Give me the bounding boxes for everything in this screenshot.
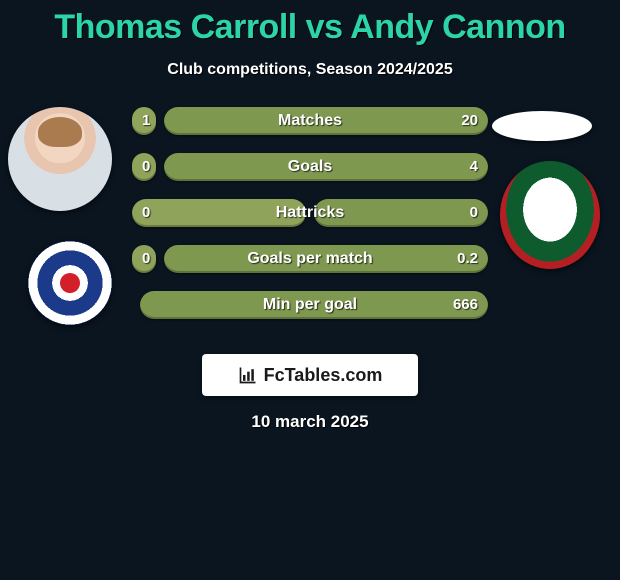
stat-rows: 120Matches 04Goals 00Hattricks 00.2Goals pe… <box>132 107 488 337</box>
stat-label: Matches <box>132 107 488 135</box>
stat-label: Goals <box>132 153 488 181</box>
club-left-badge <box>28 241 112 325</box>
stat-row: 00Hattricks <box>132 199 488 227</box>
brand-text: FcTables.com <box>264 365 383 386</box>
subtitle: Club competitions, Season 2024/2025 <box>0 61 620 79</box>
stat-row: 04Goals <box>132 153 488 181</box>
stat-label: Goals per match <box>132 245 488 273</box>
player-left-avatar <box>8 107 112 211</box>
stat-row: 120Matches <box>132 107 488 135</box>
stat-row: 00.2Goals per match <box>132 245 488 273</box>
chart-icon <box>238 365 258 385</box>
player-right-placeholder <box>492 111 592 141</box>
page-title: Thomas Carroll vs Andy Cannon <box>0 0 620 47</box>
stat-label: Hattricks <box>132 199 488 227</box>
brand-badge: FcTables.com <box>202 354 418 396</box>
stat-row: 666Min per goal <box>132 291 488 319</box>
date-text: 10 march 2025 <box>0 412 620 432</box>
club-right-badge <box>500 161 600 269</box>
stat-label: Min per goal <box>132 291 488 319</box>
